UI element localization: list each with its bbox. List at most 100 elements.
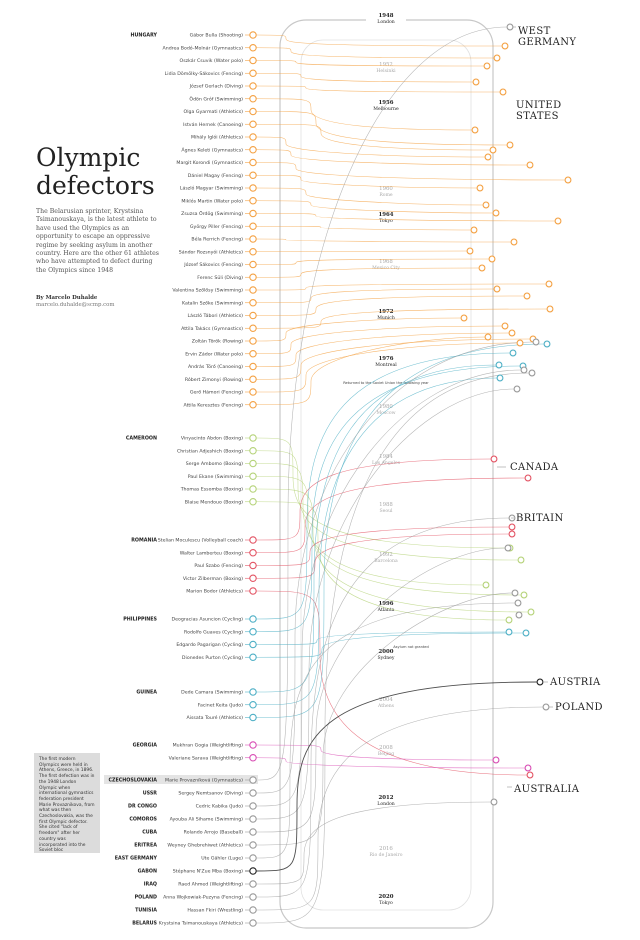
destination-marker (493, 54, 501, 62)
games-year-1960: 1960 (379, 186, 393, 192)
destination-marker (478, 264, 486, 272)
defection-path (256, 136, 486, 158)
athlete-origin-marker (249, 337, 257, 345)
country-label: USSR (143, 791, 158, 797)
destination-marker (482, 581, 490, 589)
destination-marker (554, 217, 562, 225)
defection-path (256, 34, 503, 47)
destination-austria: AUSTRIA (549, 677, 601, 688)
destination-marker (564, 176, 572, 184)
destination-marker (515, 611, 523, 619)
highlight-row (104, 775, 258, 784)
games-city-2020: Tokyo (379, 900, 393, 906)
games-label-bg (366, 256, 406, 271)
athlete-origin-marker (249, 867, 257, 875)
games-year-1984: 1984 (379, 454, 393, 460)
defection-path (256, 200, 494, 214)
athlete-name: Margit Korondi (Gymnastics) (176, 160, 243, 166)
athlete-name: Miklós Martin (Water polo) (181, 197, 243, 204)
destination-marker (542, 703, 550, 711)
destination-marker (493, 285, 501, 293)
byline: By Marcelo Duhalde marcelo.duhalde@scmp.… (36, 295, 160, 309)
defection-path (256, 187, 484, 206)
athlete-origin-marker (249, 653, 257, 661)
athlete-name: Béla Rerrich (Fencing) (191, 236, 243, 243)
games-city-1992: Barcelona (374, 558, 398, 564)
country-label: TUNISIA (135, 908, 157, 914)
destination-marker (520, 366, 528, 374)
country-label: DR CONGO (128, 804, 157, 810)
country-label: GABON (138, 869, 157, 875)
athlete-origin-marker (249, 587, 257, 595)
destination-marker (489, 146, 497, 154)
games-city-2012: London (377, 801, 394, 807)
defection-path (256, 547, 506, 833)
defection-path (256, 463, 484, 586)
defection-path (256, 225, 472, 231)
destination-label: AUSTRALIA (513, 784, 580, 795)
athlete-origin-marker (249, 802, 257, 810)
athlete-origin-marker (249, 311, 257, 320)
country-label: CZECHOSLOVAKIA (109, 778, 158, 784)
athlete-name: Christian Adjeshich (Boxing) (177, 448, 243, 454)
games-city-1956: Melbourne (373, 106, 399, 112)
athlete-name: Serge Ambomo (Boxing) (186, 461, 243, 467)
games-city-2004: Athens (377, 703, 395, 709)
defection-path (256, 342, 518, 393)
games-label-bg (366, 843, 406, 858)
destination-marker (508, 329, 516, 337)
athlete-name: Edgardo Pagarigan (Cycling) (176, 642, 243, 648)
athlete-origin-marker (249, 388, 257, 396)
athlete-name: Facinet Keita (Judo) (198, 702, 243, 708)
defection-path (256, 332, 510, 367)
athlete-origin-marker (249, 627, 257, 636)
athlete-name: Mukhran Gogia (Weightlifting) (173, 743, 244, 749)
athlete-name: Dionedes Purton (Cycling) (182, 655, 243, 661)
country-label: CUBA (142, 830, 157, 836)
defection-path (256, 295, 525, 316)
athlete-origin-marker (249, 548, 257, 557)
defection-path (256, 372, 530, 924)
athlete-name: Ödön Gróf (Swimming) (189, 95, 243, 102)
destination-marker (492, 209, 500, 217)
destination-label: WEST (518, 26, 551, 37)
defection-path (256, 111, 508, 146)
destination-marker (505, 628, 513, 636)
defection-path (256, 85, 501, 93)
athlete-origin-marker (249, 133, 257, 141)
defection-path (256, 308, 548, 329)
athlete-name: Rodolfo Guaves (Cycling) (184, 629, 243, 635)
athlete-name: Andrea Bodó-Molnár (Gymnastics) (163, 44, 244, 51)
athlete-origin-marker (249, 893, 257, 901)
games-label-bg (366, 646, 406, 661)
athlete-origin-marker (249, 854, 257, 862)
destination-britain: BRITAIN (516, 513, 563, 524)
athlete-origin-marker (249, 43, 257, 52)
defection-path (256, 475, 522, 596)
athlete-origin-marker (249, 107, 257, 116)
country-label: GEORGIA (133, 743, 158, 749)
destination-marker (460, 314, 468, 322)
games-year-2004: 2004 (379, 697, 393, 703)
athlete-origin-marker (249, 640, 257, 649)
destination-marker (520, 591, 528, 599)
country-label: CAMEROON (126, 436, 157, 442)
destination-marker (528, 369, 536, 377)
athlete-name: Raed Ahmed (Weightlifting) (178, 882, 243, 888)
athlete-name: József Gerlach (Diving) (189, 83, 244, 90)
destination-marker (524, 474, 532, 482)
athlete-name: Victor Zilberman (Boxing) (183, 576, 243, 582)
athlete-origin-marker (249, 146, 257, 154)
games-year-1988: 1988 (379, 502, 393, 508)
athlete-name: Blaise Mendouo (Boxing) (185, 499, 243, 505)
defection-path (256, 174, 478, 189)
destination-marker (516, 339, 524, 347)
athlete-name: Gerő Hámori (Fencing) (190, 389, 243, 396)
destination-markers (460, 23, 572, 806)
athlete-name: Hassan Fkiri (Wrestling) (187, 908, 243, 914)
destination-marker (527, 608, 535, 616)
defection-path (256, 706, 544, 911)
athlete-origin-marker (249, 362, 257, 371)
destination-label: GERMANY (518, 37, 576, 48)
